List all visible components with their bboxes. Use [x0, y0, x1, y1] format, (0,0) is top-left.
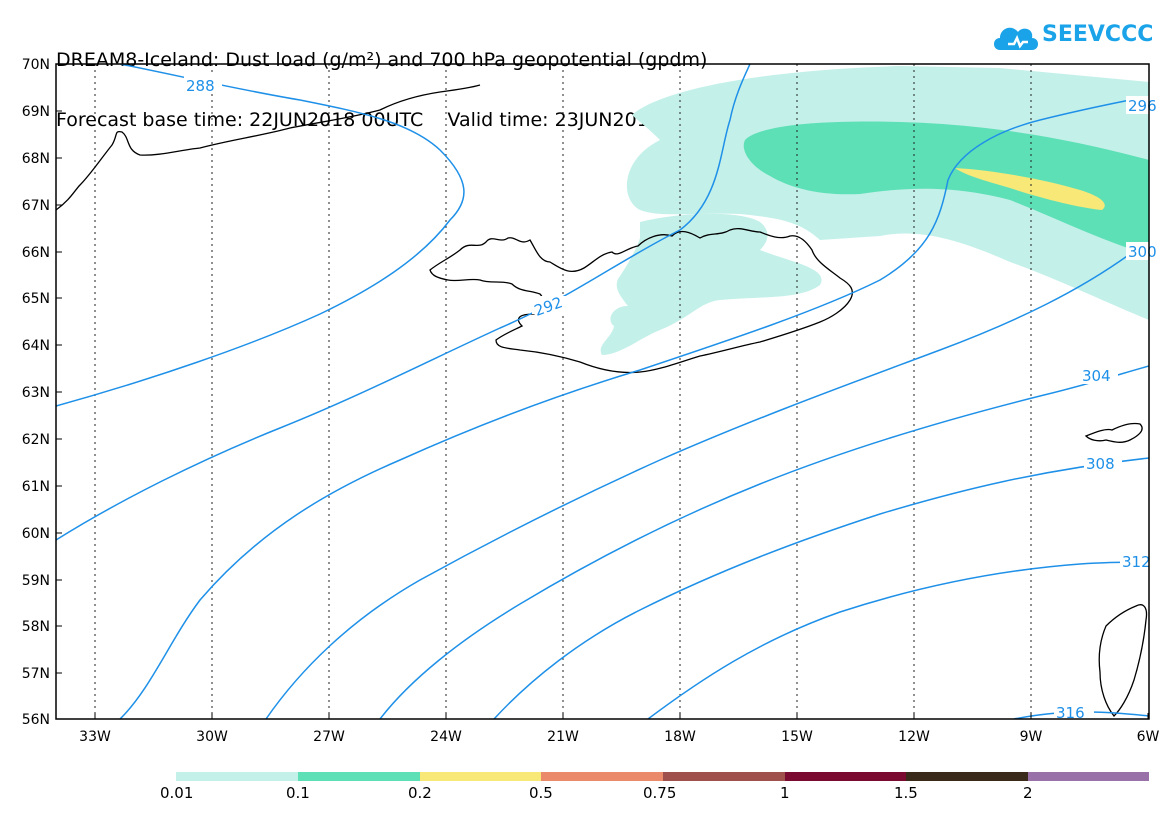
lon-label: 12W: [898, 729, 930, 745]
lat-label: 56N: [22, 712, 50, 728]
seevccc-logo: SEEVCCC: [990, 16, 1153, 58]
colorbar-label: 2: [1023, 784, 1033, 802]
lon-label: 18W: [664, 729, 696, 745]
lon-label: 15W: [781, 729, 813, 745]
lat-label: 65N: [22, 291, 50, 307]
lon-label: 21W: [547, 729, 579, 745]
colorbar-label: 0.75: [643, 784, 677, 802]
contour-300: [265, 253, 1131, 719]
contour-label-312: 312: [1122, 553, 1151, 571]
contour-label-308: 308: [1086, 455, 1115, 473]
lon-label: 33W: [79, 729, 111, 745]
contour-label-296: 296: [1128, 97, 1157, 115]
dust-region-iceland: [600, 213, 822, 355]
contour-312: [647, 561, 1149, 719]
scotland-coast: [1098, 604, 1148, 717]
lon-label: 9W: [1020, 729, 1043, 745]
cloud-icon: [994, 27, 1038, 50]
longitude-labels: 33W 30W 27W 24W 21W 18W 15W 12W 9W 6W: [79, 729, 1159, 745]
colorbar-label: 1.5: [894, 784, 918, 802]
lat-label: 70N: [22, 57, 50, 73]
lat-label: 58N: [22, 619, 50, 635]
lat-label: 61N: [22, 479, 50, 495]
graticule: [94, 64, 1032, 719]
lat-label: 64N: [22, 338, 50, 354]
contour-labels: 288 292 296 300 304 308 312 316: [184, 76, 1157, 722]
contour-label-316: 316: [1056, 704, 1085, 722]
colorbar-swatch: [298, 772, 420, 781]
colorbar-swatch: [663, 772, 785, 781]
colorbar-label: 0.5: [529, 784, 553, 802]
colorbar-label: 0.1: [286, 784, 310, 802]
dust-region-high: [955, 168, 1105, 210]
latitude-labels: 70N 69N 68N 67N 66N 65N 64N 63N 62N 61N …: [22, 57, 50, 728]
contour-label-300: 300: [1128, 243, 1157, 261]
lat-label: 68N: [22, 151, 50, 167]
title-line-1: DREAM8-Iceland: Dust load (g/m²) and 700…: [56, 49, 708, 71]
lat-label: 67N: [22, 198, 50, 214]
contour-label-304: 304: [1082, 367, 1111, 385]
greenland-coast: [56, 84, 481, 211]
lat-label: 60N: [22, 526, 50, 542]
logo-text: SEEVCCC: [1042, 22, 1154, 47]
contour-label-288: 288: [186, 77, 215, 95]
lat-label: 66N: [22, 245, 50, 261]
colorbar-swatch: [176, 772, 298, 781]
contour-288: [56, 64, 465, 407]
lon-label: 27W: [313, 729, 345, 745]
colorbar-label: 1: [780, 784, 790, 802]
contour-296: [119, 99, 1131, 719]
lon-label: 6W: [1137, 729, 1160, 745]
colorbar-swatch: [785, 772, 906, 781]
lat-label: 57N: [22, 666, 50, 682]
colorbar-swatch: [906, 772, 1028, 781]
lat-label: 62N: [22, 432, 50, 448]
contour-308: [493, 457, 1149, 719]
colorbar-label: 0.2: [408, 784, 432, 802]
lat-label: 69N: [22, 104, 50, 120]
geopotential-contours: [56, 64, 1149, 719]
tick-marks: [56, 63, 1149, 720]
lat-label: 63N: [22, 385, 50, 401]
colorbar-swatch: [420, 772, 541, 781]
contour-304: [379, 365, 1149, 719]
faroe-coast: [1084, 422, 1143, 443]
colorbar: [176, 772, 1149, 781]
dust-shading: [600, 66, 1149, 355]
lat-label: 59N: [22, 573, 50, 589]
lon-label: 24W: [430, 729, 462, 745]
lon-label: 30W: [196, 729, 228, 745]
colorbar-swatch: [541, 772, 663, 781]
contour-292: [56, 64, 751, 541]
dust-region-low: [626, 66, 1149, 320]
colorbar-label: 0.01: [160, 784, 194, 802]
colorbar-swatch: [1028, 772, 1149, 781]
